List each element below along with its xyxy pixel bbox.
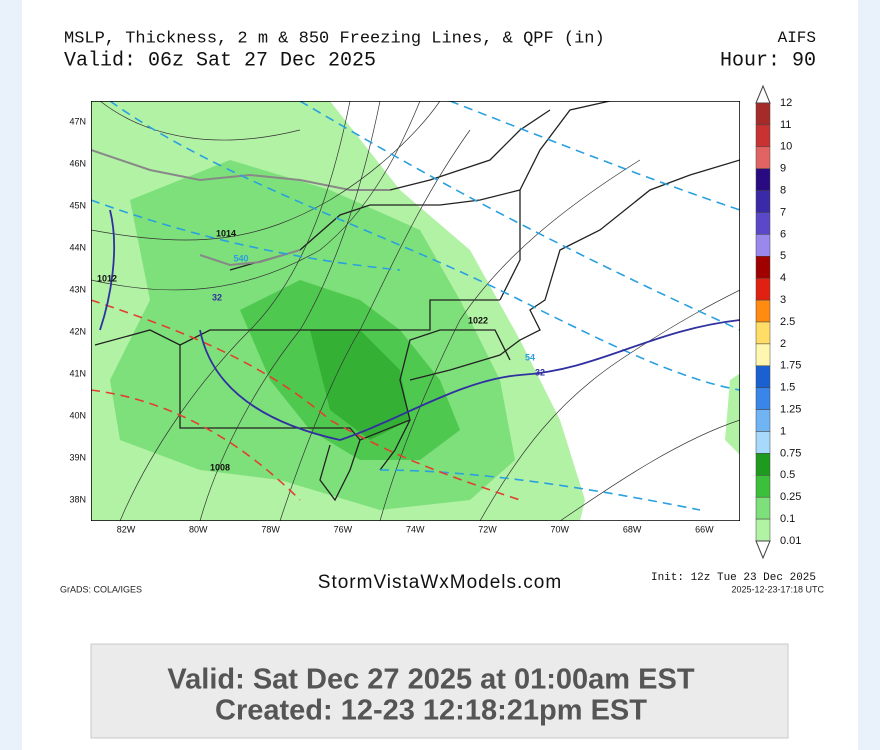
valid-box (90, 643, 789, 739)
map-title: MSLP, Thickness, 2 m & 850 Freezing Line… (64, 29, 605, 48)
lat-label: 38N (69, 494, 86, 504)
colorbar-swatch (755, 475, 771, 498)
lat-label: 44N (69, 242, 86, 252)
lat-label: 43N (69, 284, 86, 294)
colorbar-label: 2.5 (780, 316, 795, 328)
map (91, 101, 740, 521)
lat-label: 39N (69, 452, 86, 462)
colorbar-swatch (755, 343, 771, 367)
forecast-hour: Hour: 90 (720, 49, 816, 72)
colorbar-label: 3 (780, 294, 786, 306)
lon-label: 68W (623, 524, 642, 534)
colorbar-label: 1 (780, 425, 786, 437)
lon-label: 74W (406, 524, 425, 534)
colorbar-label: 0.25 (780, 491, 801, 503)
colorbar-label: 8 (780, 185, 786, 197)
lat-label: 47N (69, 116, 86, 126)
valid-time: Valid: 06z Sat 27 Dec 2025 (64, 49, 376, 72)
colorbar-swatch (755, 409, 771, 432)
lat-label: 42N (69, 326, 86, 336)
lon-label: 70W (551, 524, 570, 534)
colorbar-swatch (755, 365, 771, 388)
contour-label: 1008 (210, 462, 230, 472)
colorbar-label: 7 (780, 206, 786, 218)
colorbar-swatch (755, 190, 771, 213)
contour-label: 54 (525, 352, 535, 362)
colorbar-swatch (755, 321, 771, 345)
grads-credit: GrADS: COLA/IGES (60, 584, 142, 594)
colorbar-swatch (755, 256, 771, 279)
colorbar-label: 1.25 (780, 404, 801, 416)
colorbar-swatch (755, 146, 771, 169)
colorbar-label: 10 (780, 141, 792, 153)
contour-label: 1012 (97, 273, 117, 283)
colorbar-swatch (755, 299, 771, 323)
contour-label: 540 (233, 253, 248, 263)
contour-label: 32 (212, 292, 222, 302)
model-name: AIFS (778, 29, 816, 47)
colorbar-cap (755, 540, 771, 560)
colorbar-label: 9 (780, 163, 786, 175)
colorbar-swatch (755, 431, 771, 454)
created-time: Created: 12-23 12:18:21pm EST (215, 695, 647, 727)
timestamp: 2025-12-23-17:18 UTC (731, 584, 824, 594)
colorbar-swatch (755, 212, 771, 235)
valid-local-time: Valid: Sat Dec 27 2025 at 01:00am EST (167, 664, 694, 696)
colorbar: 12 11 10 9 8 7 6 5 4 3 2.5 2 1.75 1.5 1.25 1 0.75 0.5 0.25… (755, 84, 801, 560)
colorbar-label: 2 (780, 338, 786, 350)
lon-label: 66W (695, 524, 714, 534)
init-time: Init: 12z Tue 23 Dec 2025 (651, 572, 816, 584)
colorbar-label: 5 (780, 250, 786, 262)
colorbar-swatch (755, 518, 771, 542)
site-credit: StormVistaWxModels.com (318, 572, 562, 593)
colorbar-swatch (755, 277, 771, 301)
colorbar-swatch (755, 234, 771, 257)
lon-label: 78W (261, 524, 280, 534)
colorbar-swatch (755, 168, 771, 191)
colorbar-label: 4 (780, 272, 786, 284)
colorbar-label: 0.75 (780, 447, 801, 459)
lon-label: 80W (189, 524, 208, 534)
colorbar-swatch (755, 387, 771, 410)
lon-label: 76W (334, 524, 353, 534)
colorbar-label: 11 (780, 119, 791, 131)
colorbar-label: 0.1 (780, 513, 795, 525)
colorbar-label: 12 (780, 97, 792, 109)
lon-label: 72W (478, 524, 497, 534)
lat-label: 46N (69, 158, 86, 168)
colorbar-swatch (755, 453, 771, 476)
colorbar-label: 1.75 (780, 360, 801, 372)
contour-label: 1022 (468, 315, 488, 325)
colorbar-label: 1.5 (780, 382, 795, 394)
colorbar-swatch (755, 102, 771, 126)
colorbar-swatch (755, 496, 771, 520)
contour-label: 32 (535, 367, 545, 377)
lat-label: 41N (69, 368, 86, 378)
contour-label: 1014 (216, 228, 236, 238)
colorbar-label: 6 (780, 228, 786, 240)
colorbar-label: 0.5 (780, 469, 795, 481)
colorbar-swatch (755, 124, 771, 148)
colorbar-label: 0.01 (780, 535, 801, 547)
lon-label: 82W (117, 524, 136, 534)
lat-label: 40N (69, 410, 86, 420)
lat-label: 45N (69, 200, 86, 210)
